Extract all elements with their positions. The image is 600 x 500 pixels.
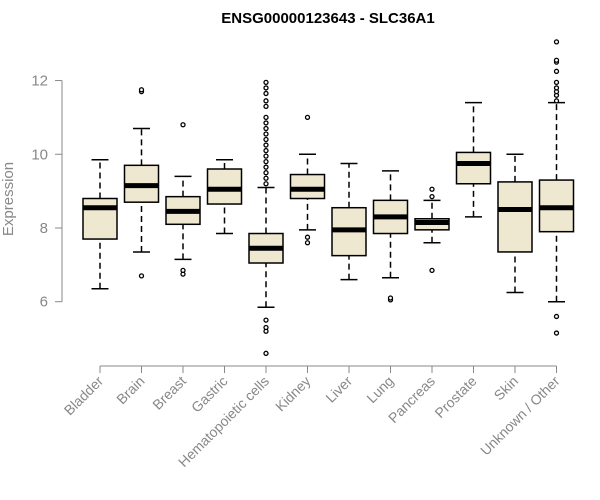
y-tick-label: 6 xyxy=(40,294,48,311)
x-tick-label: Lung xyxy=(363,373,396,406)
y-axis-label: Expression xyxy=(0,162,17,236)
outlier-point xyxy=(429,194,435,200)
outlier-point xyxy=(553,98,560,104)
box-group xyxy=(497,153,533,294)
x-tick-label: Unknown / Other xyxy=(477,373,563,459)
box-group xyxy=(455,101,492,218)
outlier-point xyxy=(263,142,269,148)
x-tick-label: Skin xyxy=(491,373,522,404)
outlier-point xyxy=(429,186,435,192)
outlier-point xyxy=(429,267,435,274)
box-group xyxy=(248,79,284,356)
outlier-point xyxy=(263,158,269,165)
outlier-point xyxy=(263,175,269,181)
outlier-point xyxy=(263,170,269,176)
box-group xyxy=(82,159,118,290)
outlier-point xyxy=(263,324,269,331)
outlier-point xyxy=(553,57,560,63)
box-group xyxy=(206,159,243,235)
box-group xyxy=(372,170,409,303)
outlier-point xyxy=(180,122,186,128)
x-tick-label: Brain xyxy=(113,373,147,407)
outlier-point xyxy=(263,131,269,137)
chart-title: ENSG00000123643 - SLC36A1 xyxy=(221,10,434,27)
outlier-point xyxy=(304,240,311,246)
outlier-point xyxy=(304,114,311,121)
outlier-point xyxy=(553,85,560,91)
box-group xyxy=(414,186,450,274)
x-tick-label: Breast xyxy=(149,373,189,413)
x-tick-label: Kidney xyxy=(272,373,314,415)
boxes-group xyxy=(82,39,575,356)
outlier-point xyxy=(180,267,186,274)
outlier-point xyxy=(263,103,269,109)
y-tick-label: 8 xyxy=(40,220,48,237)
outlier-point xyxy=(553,330,560,336)
box-group xyxy=(123,87,160,279)
outlier-point xyxy=(263,120,269,126)
outlier-point xyxy=(553,313,560,320)
y-axis: 6 8 10 12 xyxy=(31,73,63,311)
y-tick-label: 10 xyxy=(31,146,48,163)
outlier-point xyxy=(263,350,269,356)
x-tick-label: Liver xyxy=(322,373,355,406)
outlier-point xyxy=(263,85,269,91)
outlier-point xyxy=(263,181,269,187)
box-iqr xyxy=(289,173,326,200)
outlier-point xyxy=(263,317,269,323)
x-tick-label: Bladder xyxy=(61,373,107,419)
outlier-point xyxy=(263,153,269,159)
outlier-point xyxy=(263,98,269,104)
outlier-point xyxy=(263,147,269,154)
outlier-point xyxy=(263,164,269,170)
outlier-point xyxy=(263,136,269,143)
x-tick-label: Prostate xyxy=(431,373,479,421)
outlier-point xyxy=(553,79,560,86)
outlier-point xyxy=(263,125,269,132)
box-iqr xyxy=(82,197,118,240)
outlier-point xyxy=(263,79,269,86)
box-group xyxy=(165,122,201,277)
outlier-point xyxy=(553,39,560,45)
box-iqr xyxy=(455,151,492,185)
outlier-point xyxy=(138,273,145,279)
outlier-point xyxy=(553,68,560,74)
outlier-point xyxy=(138,87,145,93)
box-group xyxy=(331,162,367,281)
box-iqr xyxy=(206,168,243,205)
outlier-point xyxy=(263,90,269,97)
outlier-point xyxy=(304,234,311,240)
outlier-point xyxy=(387,295,394,301)
box-group xyxy=(538,39,575,336)
box-iqr xyxy=(497,181,533,253)
outlier-point xyxy=(263,114,269,121)
box-group xyxy=(289,114,326,246)
y-tick-label: 12 xyxy=(31,73,48,90)
